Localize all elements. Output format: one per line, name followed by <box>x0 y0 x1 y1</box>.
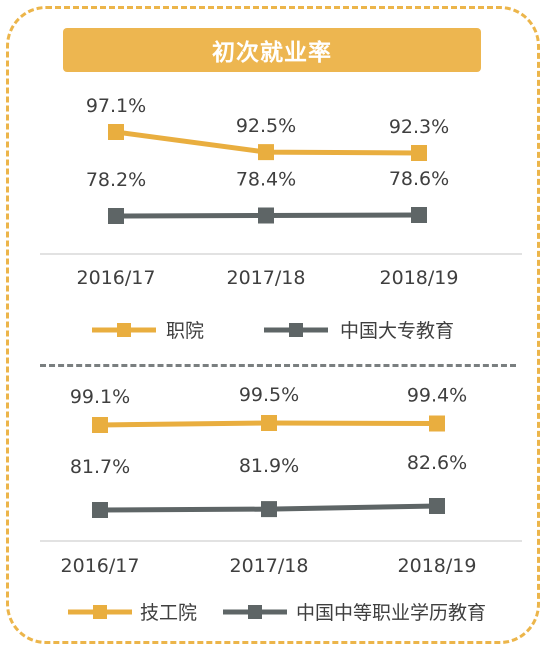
data-point-marker <box>108 208 124 224</box>
data-label: 99.5% <box>239 384 299 406</box>
title-bar: 初次就业率 <box>63 28 481 72</box>
data-point-marker <box>92 502 108 518</box>
data-point-marker <box>258 207 274 224</box>
data-point-marker <box>258 144 274 161</box>
data-point-marker <box>261 415 277 431</box>
legend-swatch-marker <box>117 323 131 337</box>
data-label: 81.7% <box>70 456 130 478</box>
x-tick-label: 2016/17 <box>61 555 140 577</box>
data-label: 99.4% <box>407 385 467 407</box>
data-label: 82.6% <box>407 452 467 474</box>
data-label: 99.1% <box>70 386 130 408</box>
x-tick-label: 2018/19 <box>398 555 477 577</box>
data-label: 81.9% <box>239 455 299 477</box>
data-point-marker <box>429 415 445 432</box>
x-tick-label: 2017/18 <box>227 267 306 289</box>
legend-swatch-marker <box>248 605 262 619</box>
data-label: 78.6% <box>389 168 449 190</box>
data-point-marker <box>92 417 108 433</box>
legend-label: 职院 <box>166 320 204 342</box>
legend-label: 中国大专教育 <box>340 320 454 342</box>
data-label: 78.2% <box>86 169 146 191</box>
data-point-marker <box>261 501 277 518</box>
legend-label: 中国中等职业学历教育 <box>296 602 486 624</box>
data-point-marker <box>429 498 445 514</box>
data-point-marker <box>411 207 427 223</box>
x-tick-label: 2018/19 <box>380 267 459 289</box>
x-tick-label: 2017/18 <box>230 555 309 577</box>
chart-frame <box>6 6 540 644</box>
x-tick-label: 2016/17 <box>77 267 156 289</box>
legend-label: 技工院 <box>140 602 197 624</box>
data-point-marker <box>108 124 124 140</box>
chart-title: 初次就业率 <box>212 40 332 66</box>
data-label: 92.3% <box>389 116 449 138</box>
legend-swatch-marker <box>93 605 107 619</box>
data-label: 78.4% <box>236 169 296 191</box>
data-label: 97.1% <box>86 95 146 117</box>
panel-divider <box>40 364 516 367</box>
data-point-marker <box>411 145 427 161</box>
legend-swatch-marker <box>289 323 303 337</box>
data-label: 92.5% <box>236 115 296 137</box>
